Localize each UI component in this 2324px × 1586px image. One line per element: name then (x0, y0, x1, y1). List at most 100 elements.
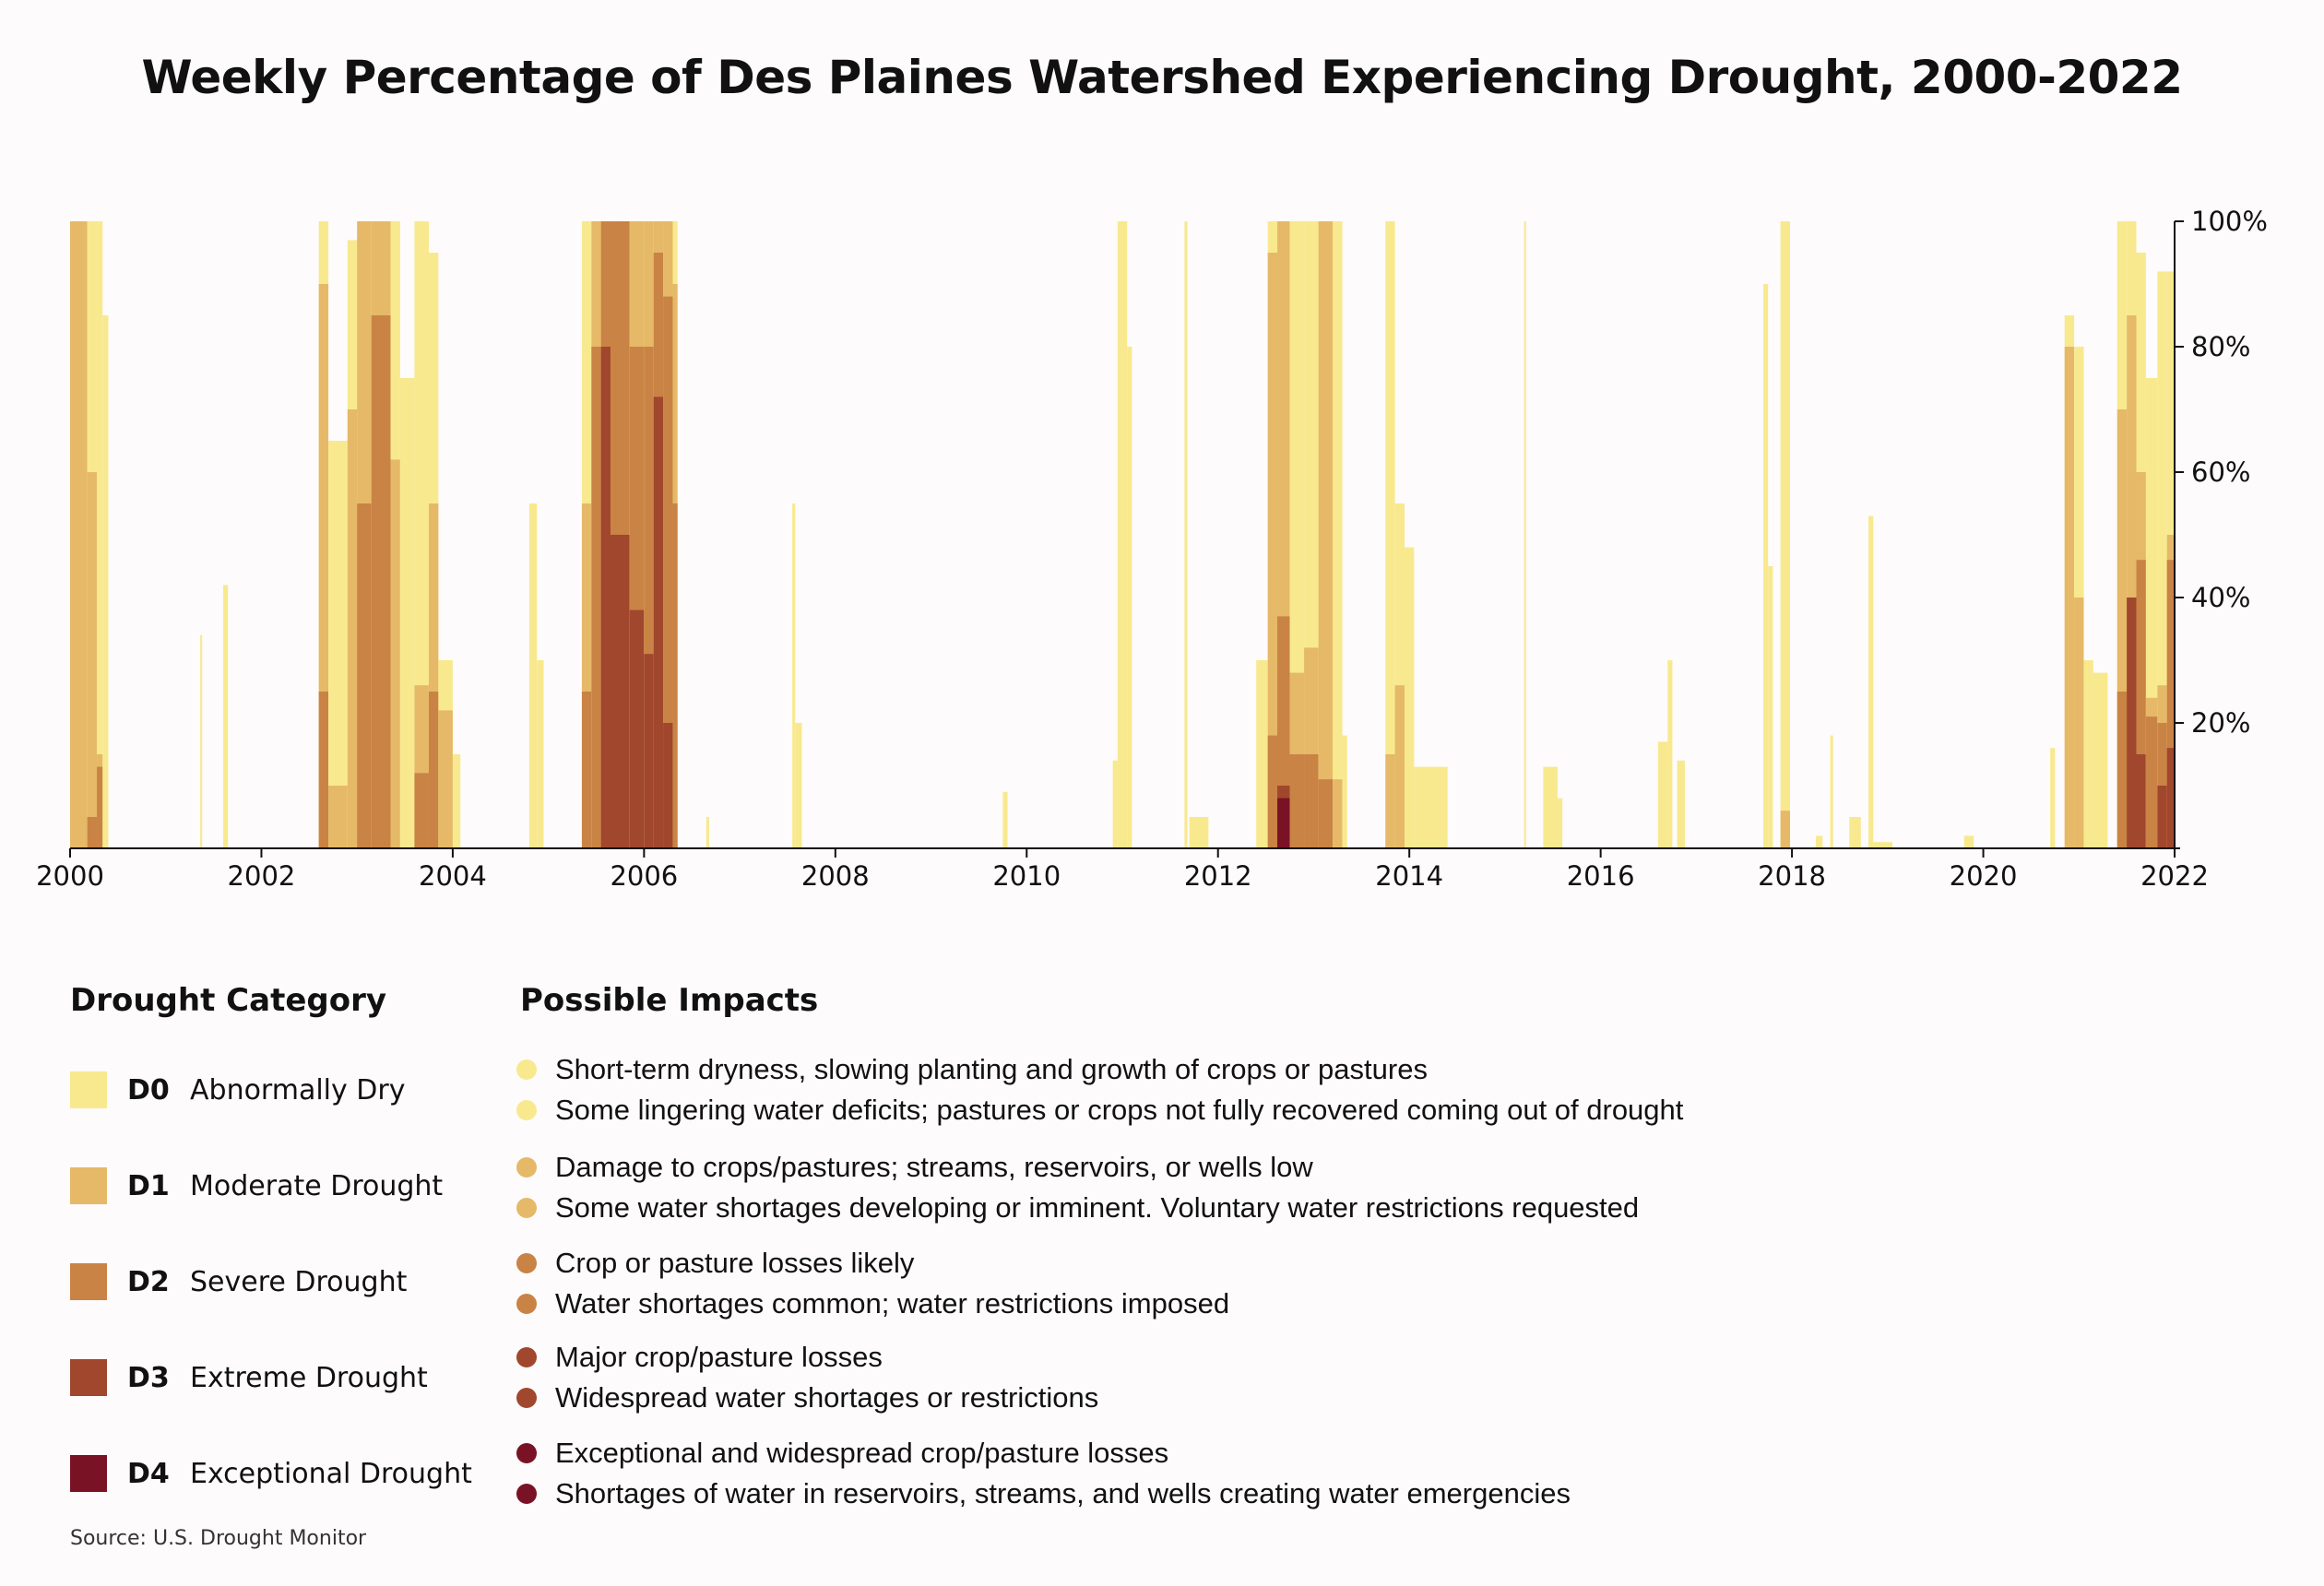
y-tick-label: 20% (2191, 707, 2250, 739)
x-tick-label: 2014 (1375, 860, 1443, 892)
drought-bar-d0 (1816, 835, 1823, 848)
drought-bar-d0 (1524, 221, 1526, 848)
drought-bar-d0 (1117, 221, 1128, 848)
drought-bar-d2 (357, 503, 372, 848)
impact-bullet-icon (516, 1198, 537, 1218)
drought-bar-d3 (663, 723, 673, 848)
legend-item-d0: D0 Abnormally Dry (70, 1071, 406, 1108)
impact-text: Damage to crops/pastures; streams, reser… (555, 1151, 1313, 1183)
y-tick-label: 60% (2191, 456, 2250, 488)
x-tick-label: 2018 (1758, 860, 1826, 892)
legend-item-d3: D3 Extreme Drought (70, 1359, 428, 1396)
impact-item: Exceptional and widespread crop/pasture … (516, 1435, 1168, 1472)
legend-item-d1: D1 Moderate Drought (70, 1167, 443, 1204)
drought-bar-d0 (792, 503, 796, 848)
drought-bar-d2 (428, 692, 439, 848)
drought-bar-d0 (222, 585, 229, 848)
impact-text: Short-term dryness, slowing planting and… (555, 1053, 1428, 1085)
drought-bar-d2 (2116, 692, 2128, 848)
drought-bar-d0 (399, 378, 415, 848)
drought-bar-d2 (672, 503, 678, 848)
x-tick-label: 2004 (419, 860, 487, 892)
drought-bar-d2 (581, 692, 592, 848)
drought-bar-d0 (1557, 798, 1563, 848)
drought-bar-d1 (70, 221, 88, 848)
drought-bar-d0 (97, 221, 103, 848)
drought-bar-d0 (2050, 748, 2056, 848)
drought-bar-d0 (1849, 817, 1861, 848)
impact-text: Some lingering water deficits; pastures … (555, 1094, 1684, 1126)
drought-bar-d2 (2166, 560, 2175, 848)
x-tick-label: 2020 (1950, 860, 2018, 892)
drought-bar-d0 (1385, 221, 1395, 848)
drought-bar-d0 (795, 723, 802, 848)
chart-axes: 2000 2002 2004 2006 2008 2010 2012 2014 2016 2018… (36, 206, 2268, 892)
drought-bar-d3 (629, 610, 645, 848)
drought-bar-d0 (537, 660, 544, 848)
impact-item: Shortages of water in reservoirs, stream… (516, 1475, 1571, 1512)
drought-bar-d0 (1127, 347, 1132, 848)
legend-label: Extreme Drought (190, 1361, 428, 1394)
impact-text: Water shortages common; water restrictio… (555, 1287, 1230, 1320)
drought-bar-d1 (1333, 779, 1343, 848)
x-tick-label: 2006 (610, 860, 678, 892)
drought-bar-d0 (1112, 760, 1118, 848)
category-heading: Drought Category (70, 982, 387, 1019)
x-tick-label: 2012 (1184, 860, 1252, 892)
impact-bullet-icon (516, 1294, 537, 1314)
drought-bar-d1 (428, 503, 439, 848)
x-tick-label: 2010 (992, 860, 1061, 892)
drought-bar-d0 (102, 315, 109, 848)
chart-title: Weekly Percentage of Des Plaines Watersh… (141, 51, 2183, 104)
drought-bar-d0 (1873, 842, 1893, 848)
impacts-heading: Possible Impacts (520, 982, 819, 1019)
drought-bar-d0 (1002, 791, 1008, 848)
impact-bullet-icon (516, 1388, 537, 1408)
legend-label: Exceptional Drought (190, 1457, 472, 1490)
drought-bar-d0 (1342, 735, 1347, 848)
legend-item-d2: D2 Severe Drought (70, 1263, 407, 1300)
drought-bar-d0 (1657, 741, 1668, 848)
drought-bar-d3 (644, 654, 654, 848)
drought-bar-d2 (414, 773, 429, 848)
drought-bar-d3 (2127, 598, 2137, 848)
drought-bar-d3 (611, 535, 630, 848)
impact-bullet-icon (516, 1484, 537, 1504)
impact-item: Some lingering water deficits; pastures … (516, 1092, 1683, 1129)
drought-bar-d0 (2083, 660, 2093, 848)
drought-bar-d2 (644, 347, 654, 848)
impact-bullet-icon (516, 1157, 537, 1178)
drought-bar-d2 (318, 692, 329, 848)
x-tick-label: 2002 (228, 860, 296, 892)
impact-text: Some water shortages developing or immin… (555, 1191, 1640, 1224)
impact-text: Exceptional and widespread crop/pasture … (555, 1437, 1169, 1469)
drought-bar-d3 (2136, 754, 2146, 848)
drought-bar-d0 (528, 503, 538, 848)
y-tick-label: 40% (2191, 582, 2250, 613)
impact-bullet-icon (516, 1253, 537, 1273)
drought-bar-d2 (1304, 754, 1319, 848)
legend-label: Abnormally Dry (190, 1073, 406, 1107)
drought-bar-d0 (1333, 221, 1343, 848)
impact-text: Shortages of water in reservoirs, stream… (555, 1477, 1571, 1509)
drought-bar-d2 (1289, 754, 1305, 848)
drought-bar-d0 (706, 817, 709, 848)
legend-code: D3 (127, 1361, 170, 1394)
drought-bar-d1 (2116, 409, 2128, 848)
legend-label: Moderate Drought (190, 1169, 444, 1202)
drought-bar-d3 (600, 347, 611, 848)
drought-bar-d0 (1394, 503, 1405, 848)
drought-bar-d0 (1414, 766, 1448, 848)
impact-text: Widespread water shortages or restrictio… (555, 1381, 1099, 1414)
drought-bar-d1 (1318, 221, 1334, 848)
impact-item: Short-term dryness, slowing planting and… (516, 1051, 1428, 1088)
x-tick-label: 2016 (1567, 860, 1635, 892)
drought-bar-d2 (663, 296, 673, 849)
drought-bar-d1 (390, 459, 400, 848)
drought-bar-d1 (318, 284, 329, 848)
drought-bar-d0 (1868, 515, 1874, 848)
legend-swatch (70, 1455, 107, 1492)
drought-bar-d0 (1830, 735, 1833, 848)
impact-item: Damage to crops/pastures; streams, reser… (516, 1149, 1313, 1186)
